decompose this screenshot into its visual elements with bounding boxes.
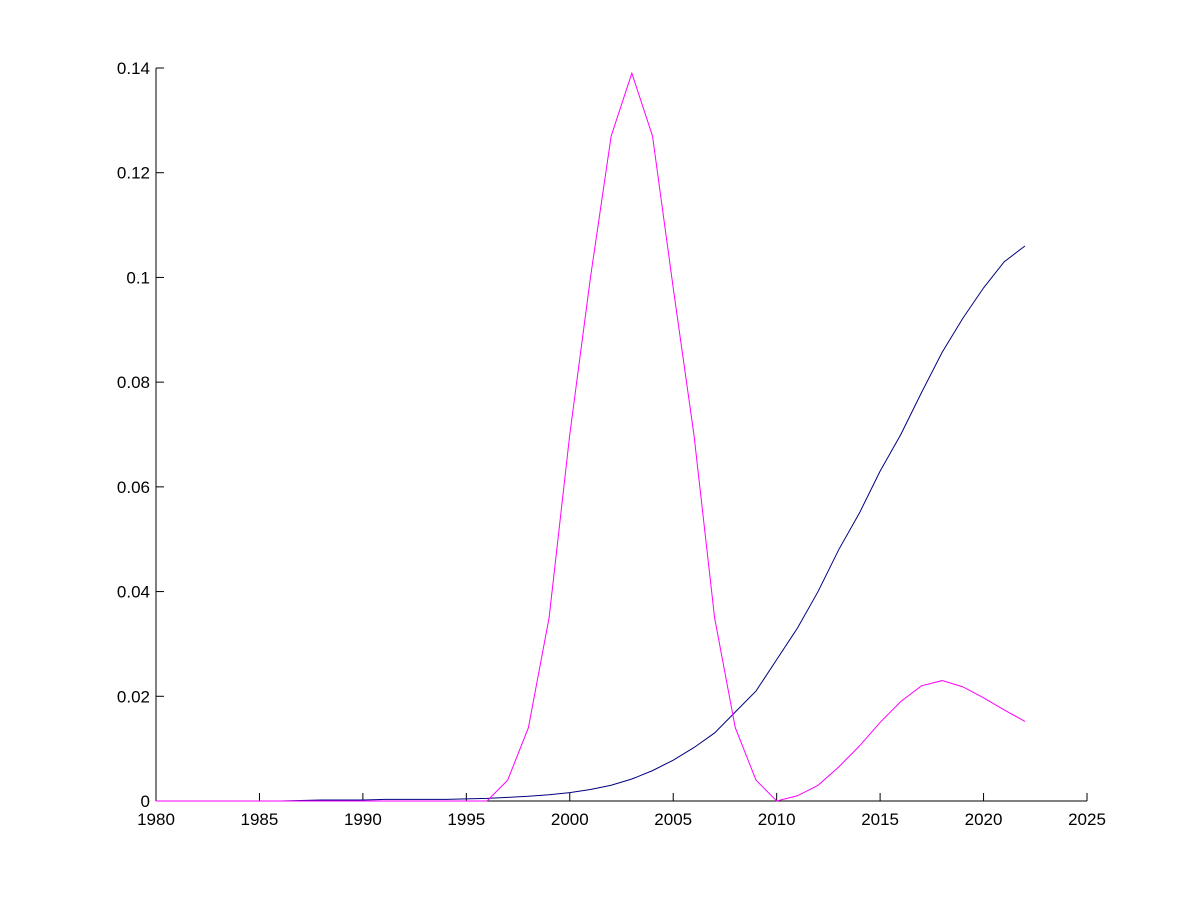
x-tick-label: 2025 [1068,810,1106,829]
x-tick-label: 2020 [965,810,1003,829]
x-tick-label: 1990 [344,810,382,829]
series-line [156,245,1026,802]
y-tick-label: 0.1 [126,268,150,287]
y-tick-label: 0.12 [117,164,150,183]
x-tick-label: 1995 [447,810,485,829]
x-tick-label: 2015 [861,810,899,829]
x-tick-label: 1980 [137,810,175,829]
x-tick-label: 2005 [654,810,692,829]
x-tick-label: 1985 [241,810,279,829]
y-tick-label: 0.06 [117,478,150,497]
y-tick-label: 0.04 [117,583,150,602]
y-tick-label: 0.02 [117,687,150,706]
y-tick-label: 0 [141,792,150,811]
x-tick-label: 2000 [551,810,589,829]
y-tick-label: 0.08 [117,373,150,392]
x-tick-label: 2010 [758,810,796,829]
series-line [156,71,1026,802]
y-tick-label: 0.14 [117,59,150,78]
